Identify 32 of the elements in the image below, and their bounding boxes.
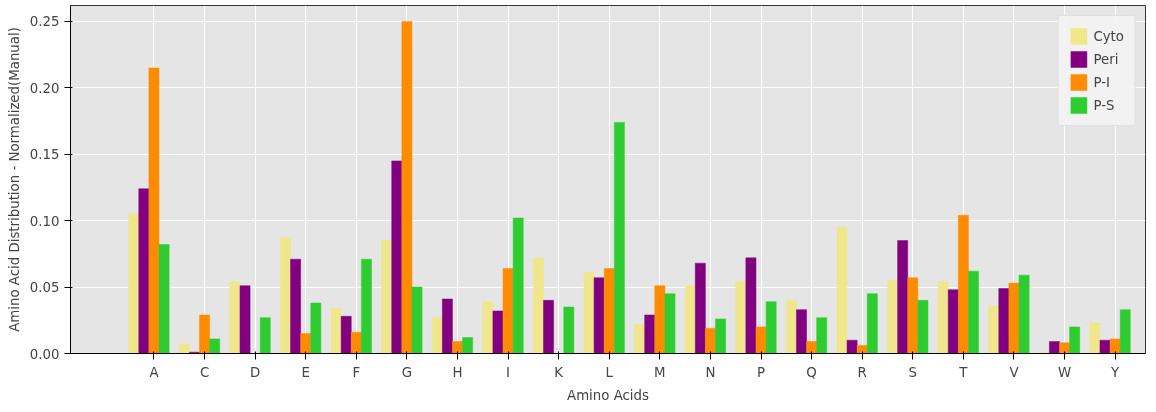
y-tick-label: 0.15 [29,147,60,163]
x-tick-label: P [757,364,766,380]
x-tick-label: F [352,364,361,380]
x-tick-label: C [199,364,210,380]
y-tick-label: 0.05 [29,280,60,296]
x-tick-label: V [1009,364,1019,380]
x-tick-label: K [554,364,565,380]
x-tick-label: Y [1110,364,1121,380]
x-tick-label: H [452,364,463,380]
x-tick-label: S [908,364,918,380]
x-tick-label: A [149,364,159,380]
x-tick-label: W [1057,364,1072,380]
y-axis-title: Amino Acid Distribution - Normalized(Manual) [6,27,22,332]
x-tick-label: M [654,364,666,380]
x-tick-label: D [250,364,261,380]
x-axis-title: Amino Acids [567,387,650,403]
x-tick-label: R [857,364,867,380]
x-tick-label: Q [806,364,817,380]
legend-label: Cyto [1093,28,1124,44]
y-tick-label: 0.25 [29,14,60,30]
y-tick-label: 0.00 [29,346,60,362]
x-tick-label: E [301,364,310,380]
x-tick-label: N [705,364,716,380]
y-tick-label: 0.10 [29,213,60,229]
x-tick-label: T [958,364,969,380]
legend-label: Peri [1093,51,1119,67]
x-tick-label: G [401,364,413,380]
x-tick-label: I [506,364,511,380]
x-tick-label: L [605,364,614,380]
y-tick-label: 0.20 [29,80,60,96]
legend-label: P-S [1093,97,1115,113]
legend-label: P-I [1093,74,1111,90]
